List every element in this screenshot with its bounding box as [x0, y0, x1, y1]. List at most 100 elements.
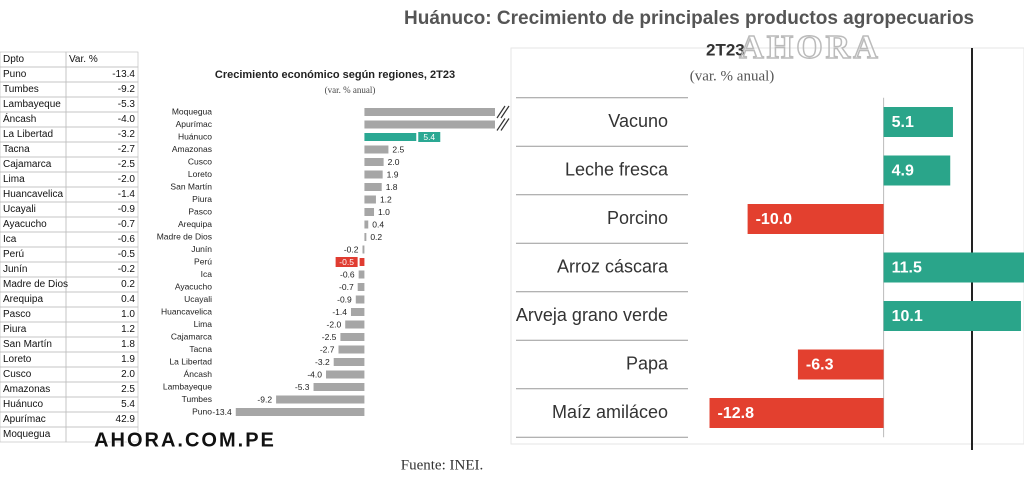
category-label: Arroz cáscara: [557, 256, 669, 276]
value-label: 1.8: [386, 182, 398, 192]
table-text: Ucayali: [3, 204, 36, 215]
bar: [326, 370, 365, 379]
value-label: -6.3: [806, 357, 834, 374]
value-label: 1.9: [387, 169, 399, 179]
category-label: Piura: [192, 194, 212, 204]
category-label: Tumbes: [182, 394, 212, 404]
value-label: 4.9: [892, 163, 914, 180]
category-label: La Libertad: [169, 356, 212, 366]
table-text: -2.7: [118, 144, 136, 155]
category-label: Huancavelica: [161, 306, 212, 316]
table-text: 1.9: [121, 354, 135, 365]
mid-subtitle: (var. % anual): [325, 85, 376, 95]
table-text: Tumbes: [3, 84, 39, 95]
value-label: -9.2: [257, 394, 272, 404]
category-label: Madre de Dios: [157, 231, 212, 241]
mid-chart: Moquegua Apurímac Huánuco 5.4 Amazonas 2.5 Cus…: [157, 105, 510, 417]
table-text: -0.5: [118, 249, 136, 260]
bar: [364, 108, 495, 116]
category-label: Amazonas: [172, 144, 212, 154]
value-label: -2.5: [322, 332, 337, 342]
table-text: Áncash: [3, 112, 36, 125]
watermark: AHORA: [739, 29, 881, 66]
category-label: Puno: [192, 406, 212, 416]
table-text: -0.9: [118, 204, 136, 215]
right-unit: (var. % anual): [690, 68, 775, 84]
value-label: 5.1: [892, 114, 914, 131]
table-text: Cusco: [3, 369, 32, 380]
value-label: -12.8: [718, 405, 755, 422]
table-text: Amazonas: [3, 384, 50, 395]
table-text: -2.5: [118, 159, 136, 170]
table-text: Var. %: [69, 54, 98, 65]
bar: [333, 358, 365, 366]
value-label: 2.5: [392, 144, 404, 154]
category-label: Arveja grano verde: [516, 305, 668, 325]
category-label: Perú: [194, 256, 212, 266]
table-text: 2.0: [121, 369, 135, 380]
value-label: -0.7: [339, 282, 354, 292]
category-label: Maíz amiláceo: [552, 402, 668, 422]
table-text: -0.6: [118, 234, 136, 245]
value-label: 1.0: [378, 207, 390, 217]
table-text: Puno: [3, 69, 27, 80]
category-label: Apurímac: [176, 119, 213, 129]
category-label: Ica: [201, 269, 213, 279]
bar: [350, 308, 365, 316]
mid-title: Crecimiento económico según regiones, 2T…: [215, 69, 455, 81]
right-subtitle: 2T23: [706, 40, 745, 59]
category-label: Lima: [194, 319, 213, 329]
table-text: Pasco: [3, 309, 31, 320]
value-label: -5.3: [295, 382, 310, 392]
table-text: -0.7: [118, 219, 136, 230]
table-text: Madre de Dios: [3, 279, 68, 290]
label-box: [418, 132, 441, 142]
category-label: Tacna: [189, 344, 212, 354]
table-text: Huancavelica: [3, 189, 63, 200]
category-label: Moquegua: [172, 106, 212, 116]
bar: [883, 155, 951, 186]
bar: [883, 107, 953, 137]
category-label: Áncash: [184, 369, 213, 379]
right-chart: Vacuno 5.1 Leche fresca 4.9 Porcino -10.0 Arro…: [516, 97, 1024, 438]
bar: [364, 195, 376, 204]
bar: [364, 158, 384, 166]
value-label: -0.9: [337, 294, 352, 304]
table-text: Lambayeque: [3, 99, 61, 110]
bar: [364, 220, 369, 229]
value-label: 0.2: [370, 232, 382, 242]
bar: [362, 245, 365, 254]
value-label: 2.0: [388, 157, 400, 167]
axis-break: [500, 105, 510, 119]
category-label: Huánuco: [178, 131, 212, 141]
table-text: San Martín: [3, 339, 52, 350]
category-label: Cajamarca: [171, 331, 212, 341]
category-label: Loreto: [188, 169, 212, 179]
table-text: -1.4: [118, 189, 136, 200]
table-text: -4.0: [118, 114, 136, 125]
category-label: San Martín: [170, 181, 212, 191]
bar: [747, 204, 884, 234]
value-label: -4.0: [307, 369, 322, 379]
table-text: -5.3: [118, 99, 136, 110]
category-label: Papa: [626, 353, 669, 373]
table-text: 0.2: [121, 279, 135, 290]
value-label: -1.4: [332, 307, 347, 317]
label-box: [335, 257, 358, 267]
table-text: 42.9: [116, 414, 136, 425]
table-text: 1.2: [121, 324, 135, 335]
table-text: Loreto: [3, 354, 32, 365]
bar: [359, 258, 365, 266]
bar: [313, 383, 365, 391]
table-text: -3.2: [118, 129, 136, 140]
bar: [364, 170, 383, 179]
value-label: -0.6: [340, 269, 355, 279]
table-text: -9.2: [118, 84, 136, 95]
value-label: 11.5: [892, 260, 922, 277]
category-label: Junín: [191, 244, 212, 254]
bar: [355, 295, 365, 304]
table-text: Junín: [3, 264, 27, 275]
right-title: Huánuco: Crecimiento de principales prod…: [404, 8, 974, 29]
bar: [797, 349, 884, 380]
table-text: 2.5: [121, 384, 135, 395]
